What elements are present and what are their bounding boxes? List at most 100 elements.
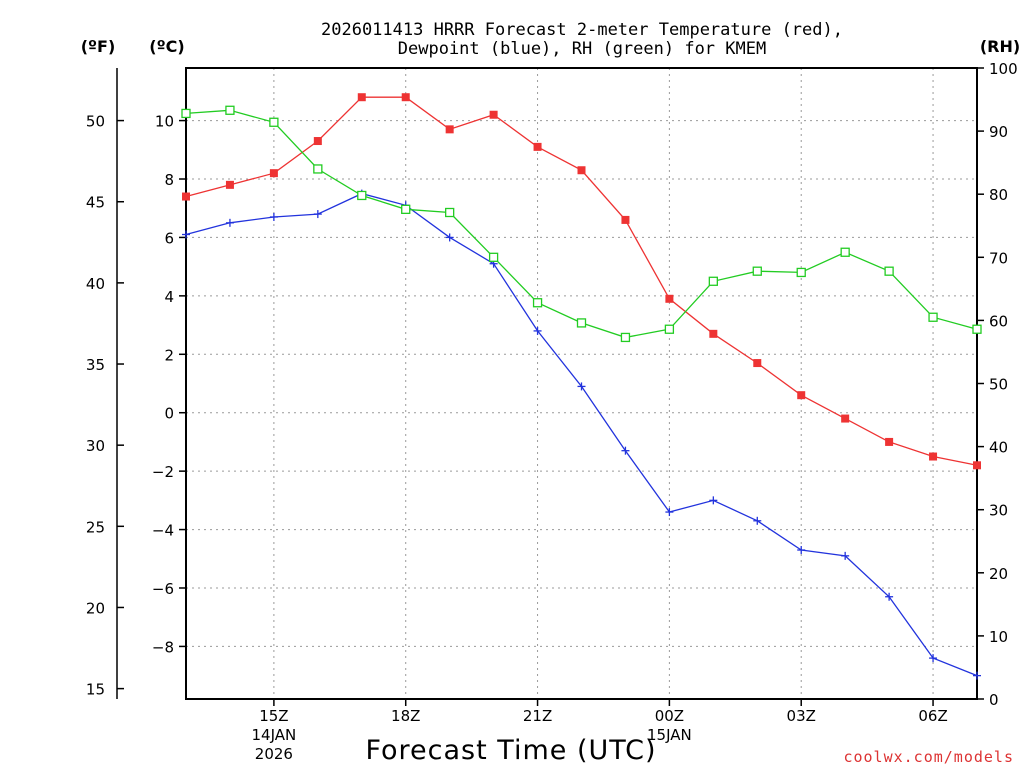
rh-tick-label: 10 — [989, 628, 1008, 646]
dewpoint-point — [182, 230, 190, 239]
rh-point — [972, 324, 982, 334]
temperature-point — [225, 180, 234, 189]
rh-tick-label: 80 — [989, 186, 1008, 204]
dewpoint-point — [929, 654, 938, 663]
rh-axis-unit: (RH) — [980, 37, 1020, 56]
temperature-line — [185, 96, 978, 466]
x-tick-label: 15Z — [259, 707, 288, 725]
dewpoint-point — [269, 212, 278, 221]
rh-tick-label: 30 — [989, 502, 1008, 520]
dewpoint-point — [225, 218, 234, 227]
dewpoint-point — [797, 546, 806, 555]
celsius-tick-label: 6 — [164, 229, 174, 247]
temperature-point — [313, 137, 322, 146]
fahrenheit-tick-label: 35 — [86, 356, 105, 374]
temperature-point — [182, 192, 190, 201]
celsius-tick-label: 8 — [164, 171, 174, 189]
x-tick-label: 03Z — [787, 707, 816, 725]
celsius-tick-label: −2 — [152, 463, 174, 481]
temperature-point — [269, 169, 278, 178]
rh-point — [928, 312, 938, 322]
chart-title: 2026011413 HRRR Forecast 2-meter Tempera… — [321, 20, 843, 59]
dewpoint-point — [709, 496, 718, 505]
x-tick-year: 2026 — [255, 745, 293, 763]
rh-point — [752, 266, 762, 276]
fahrenheit-tick-label: 30 — [86, 437, 105, 455]
fahrenheit-tick-label: 50 — [86, 113, 105, 131]
rh-point — [181, 108, 191, 119]
dewpoint-point — [665, 508, 674, 517]
temperature-point — [401, 93, 410, 102]
rh-point — [401, 204, 411, 214]
rh-point — [796, 267, 806, 278]
x-axis-label: Forecast Time (UTC) — [365, 735, 656, 766]
x-tick-label: 18Z — [391, 707, 420, 725]
rh-tick-label: 50 — [989, 376, 1008, 394]
dewpoint-point — [841, 551, 850, 560]
dewpoint-point — [753, 516, 762, 525]
rh-point — [664, 324, 675, 334]
temperature-point — [929, 452, 938, 461]
fahrenheit-tick-label: 15 — [86, 681, 105, 699]
series-layer — [181, 93, 982, 680]
dewpoint-point — [885, 592, 894, 601]
x-tick-label: 00Z — [655, 707, 684, 725]
rh-tick-label: 40 — [989, 439, 1008, 457]
temperature-series — [182, 93, 981, 470]
rh-point — [620, 332, 631, 343]
rh-point — [532, 298, 543, 308]
rh-tick-label: 0 — [989, 691, 999, 709]
rh-point — [313, 164, 323, 174]
rh-line — [185, 109, 978, 339]
temperature-point — [797, 391, 806, 400]
temperature-point — [357, 93, 366, 102]
rh-point — [708, 276, 718, 286]
rh-point — [357, 190, 367, 201]
rh-point — [225, 105, 235, 115]
temperature-point — [709, 329, 718, 338]
temperature-point — [489, 110, 498, 119]
rh-point — [576, 318, 587, 328]
fahrenheit-axis-unit: (ºF) — [81, 37, 116, 56]
fahrenheit-tick-label: 25 — [86, 518, 105, 536]
x-tick-label: 21Z — [523, 707, 552, 725]
dewpoint-point — [313, 210, 322, 219]
temperature-point — [885, 437, 894, 446]
celsius-tick-label: 10 — [155, 113, 174, 131]
fahrenheit-tick-label: 20 — [86, 599, 105, 617]
temperature-point — [577, 166, 586, 175]
chart-title-line-1: 2026011413 HRRR Forecast 2-meter Tempera… — [321, 20, 843, 40]
dewpoint-point — [621, 446, 630, 455]
rh-point — [445, 207, 455, 218]
celsius-tick-label: 0 — [164, 405, 174, 423]
temperature-point — [841, 414, 850, 423]
credit-text: coolwx.com/models — [843, 748, 1014, 766]
celsius-tick-label: 2 — [164, 346, 174, 364]
temperature-point — [973, 461, 981, 470]
x-tick-date: 15JAN — [647, 726, 692, 744]
temperature-point — [665, 294, 674, 303]
rh-point — [840, 247, 850, 257]
celsius-axis-unit: (ºC) — [149, 37, 184, 56]
dewpoint-point — [533, 326, 542, 335]
celsius-tick-label: −4 — [152, 522, 174, 540]
temperature-point — [753, 359, 762, 368]
celsius-tick-label: 4 — [164, 288, 174, 306]
x-tick-date: 14JAN — [252, 726, 297, 744]
dewpoint-point — [577, 382, 586, 391]
fahrenheit-tick-label: 45 — [86, 194, 105, 212]
rh-tick-label: 100 — [989, 60, 1018, 78]
dewpoint-point — [445, 233, 454, 242]
dewpoint-series — [182, 189, 981, 680]
rh-series — [181, 105, 982, 343]
celsius-tick-label: −6 — [152, 580, 174, 598]
x-tick-label: 06Z — [918, 707, 947, 725]
axes: 1086420−2−4−6−85045403530252015100908070… — [86, 60, 1018, 763]
rh-tick-label: 20 — [989, 565, 1008, 583]
rh-point — [269, 117, 279, 127]
temperature-point — [621, 215, 630, 224]
rh-tick-label: 70 — [989, 249, 1008, 267]
rh-tick-label: 90 — [989, 123, 1008, 141]
celsius-tick-label: −8 — [152, 638, 174, 656]
fahrenheit-tick-label: 40 — [86, 275, 105, 293]
